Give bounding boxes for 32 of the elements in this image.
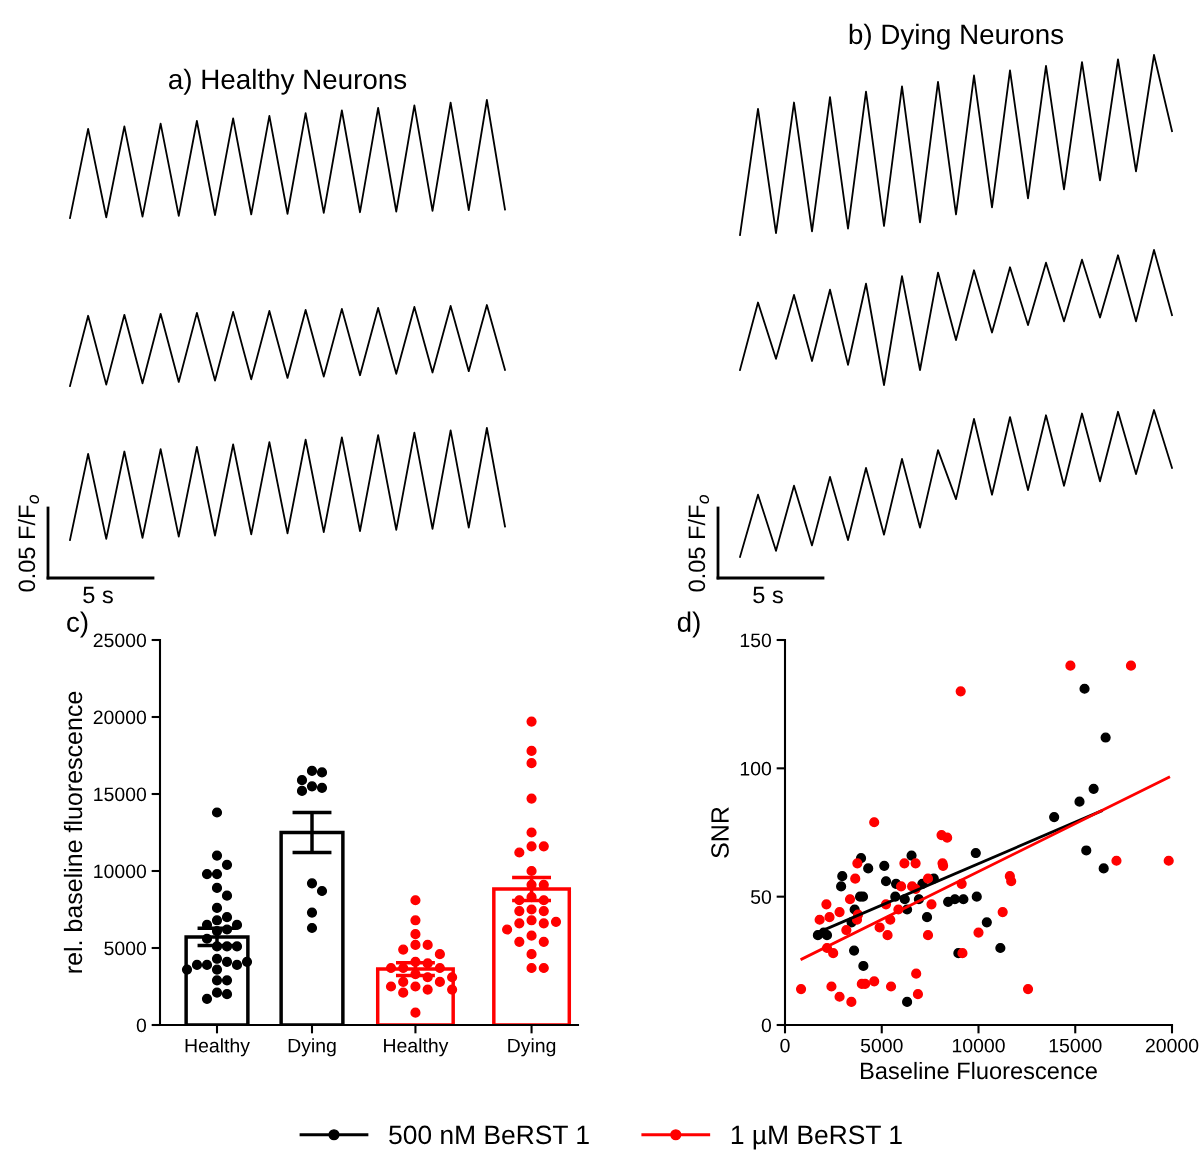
x-tick-label: 5000 xyxy=(860,1038,903,1053)
y-tick-label: 150 xyxy=(740,633,772,648)
text: 0.05 F/F$_{o}$ xyxy=(687,494,710,592)
x-tick-label: Dying xyxy=(508,1038,556,1057)
chart-title: a) Healthy Neurons xyxy=(169,68,407,95)
legend-label: 1 µM BeRST 1 xyxy=(731,1125,902,1150)
chart-title: d) xyxy=(677,611,700,638)
x-tick-label: 20000 xyxy=(1145,1038,1199,1053)
x-tick-label: 15000 xyxy=(1049,1038,1102,1053)
chart-title: b) Dying Neurons xyxy=(849,23,1064,50)
y-tick-label: 20000 xyxy=(93,710,147,725)
text: 0.05 F/F$_{o}$ xyxy=(17,494,40,592)
x-tick-label: Healthy xyxy=(384,1038,449,1057)
y-tick-label: 100 xyxy=(740,761,772,776)
x-axis-title: Baseline Fluorescence xyxy=(861,1061,1097,1080)
y-tick-label: 25000 xyxy=(93,633,147,648)
x-tick-label: 10000 xyxy=(952,1038,1005,1053)
text: 5 s xyxy=(83,586,113,604)
chart-title: c) xyxy=(67,611,88,638)
y-tick-label: 0 xyxy=(136,1018,147,1033)
y-tick-label: 50 xyxy=(750,890,772,904)
y-tick-label: 5000 xyxy=(104,941,147,956)
legend-label: 500 nM BeRST 1 xyxy=(389,1125,589,1145)
y-axis-title: SNR xyxy=(711,807,729,858)
y-tick-label: 15000 xyxy=(94,787,147,802)
x-tick-label: Dying xyxy=(288,1038,336,1057)
text: 5 s xyxy=(753,586,783,604)
x-tick-label: Healthy xyxy=(185,1038,250,1057)
y-tick-label: 0 xyxy=(761,1018,772,1033)
x-tick-label: 0 xyxy=(780,1038,790,1053)
y-tick-label: 10000 xyxy=(94,864,147,879)
y-axis-title: rel. baseline fluorescence xyxy=(63,691,83,973)
